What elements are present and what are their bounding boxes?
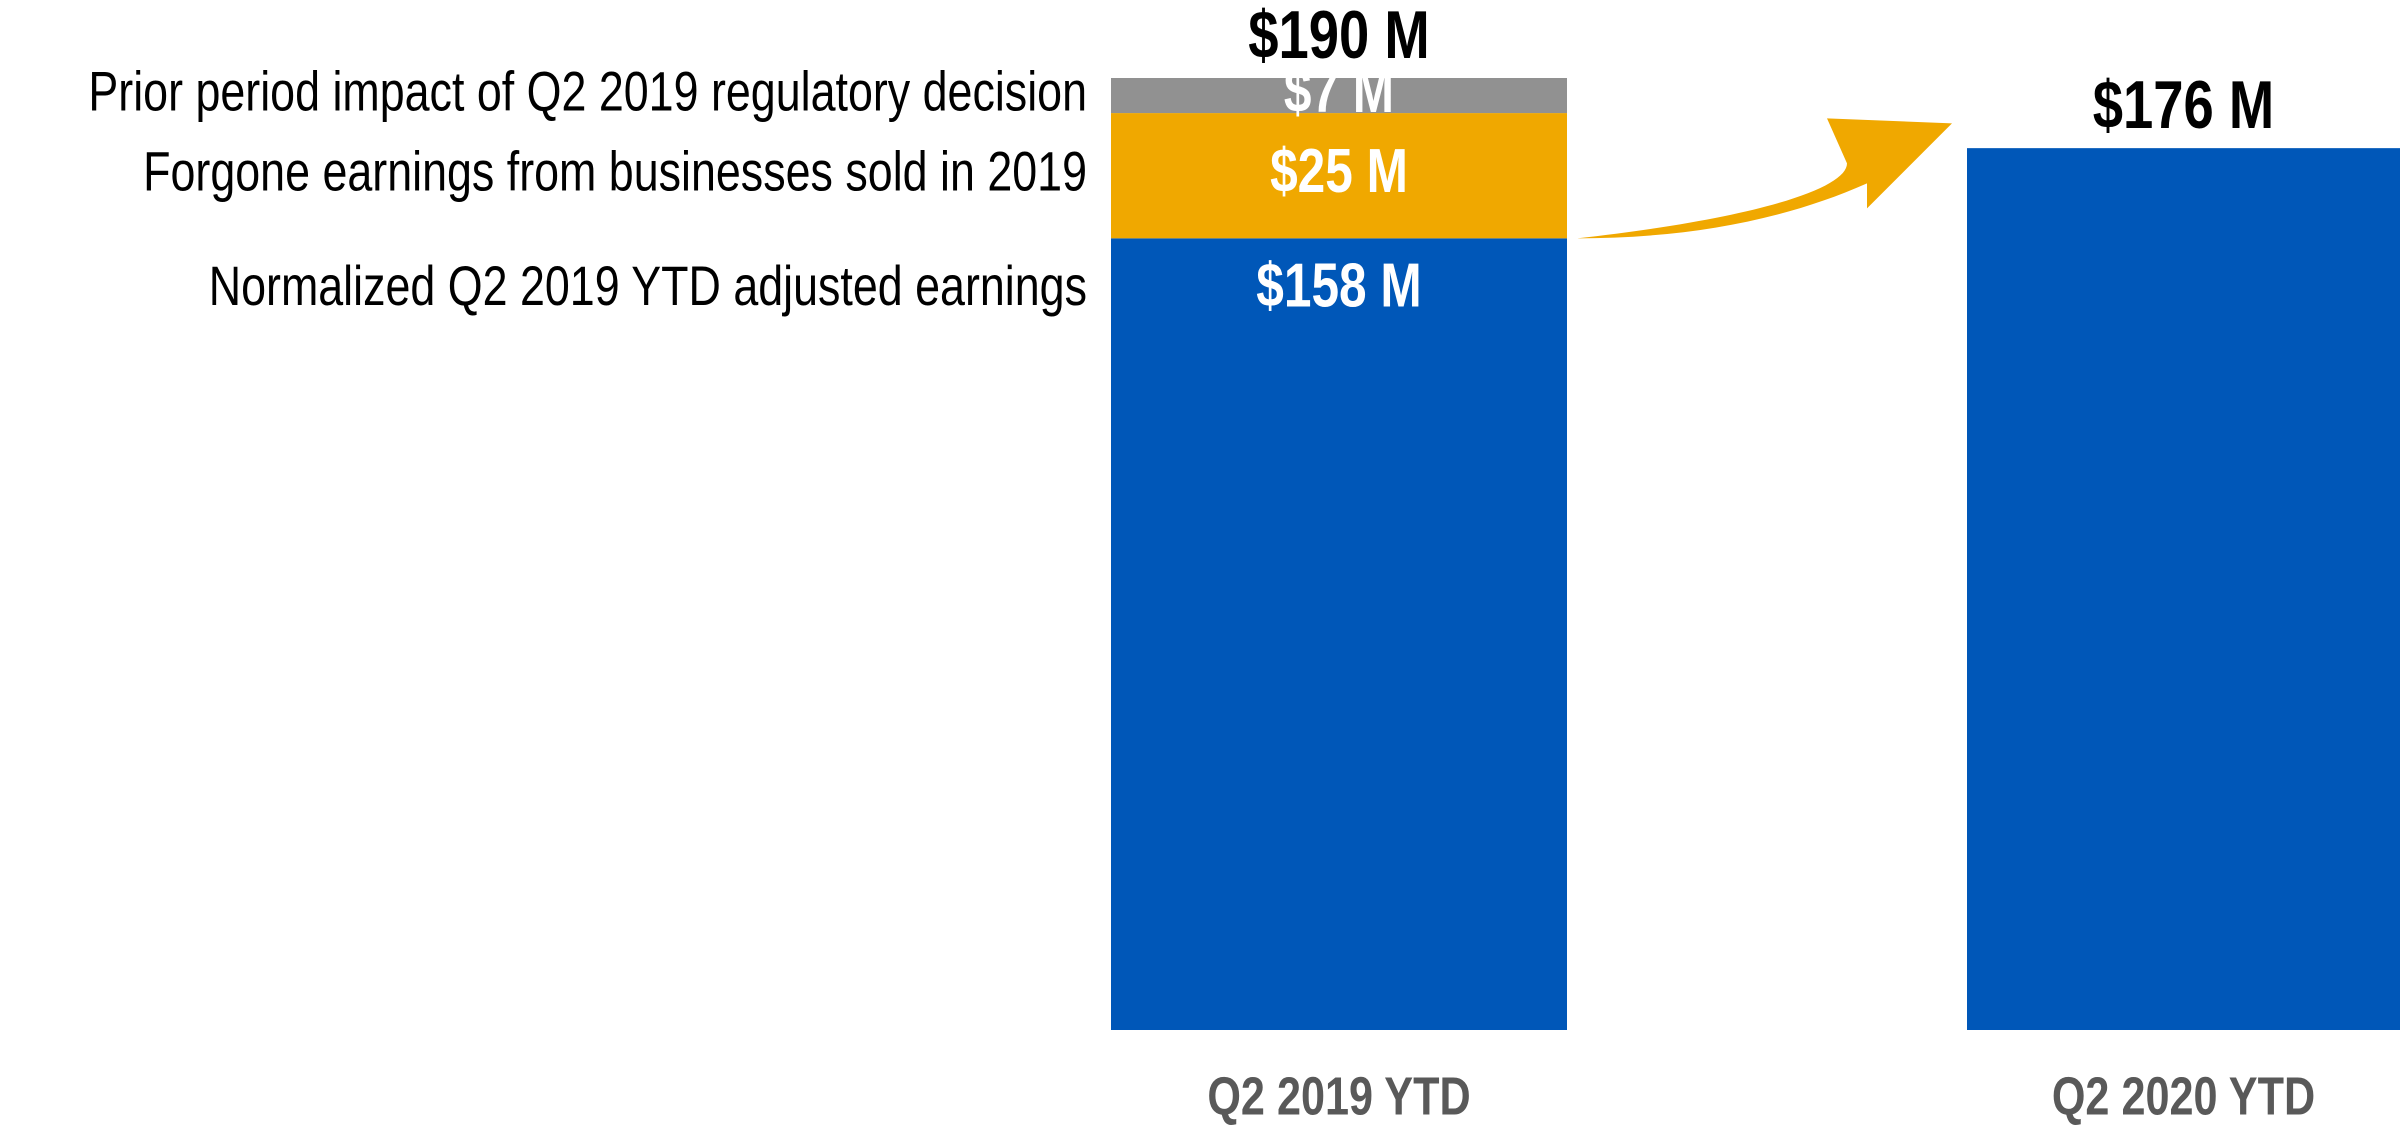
- series-label: Normalized Q2 2019 YTD adjusted earnings: [209, 254, 1087, 317]
- total-label: $176 M: [2093, 67, 2274, 143]
- value-label: $25 M: [1270, 137, 1408, 206]
- bar-segment: [1111, 238, 1567, 1030]
- x-tick-label: Q2 2020 YTD: [2052, 1066, 2315, 1126]
- bar-segment: [1111, 113, 1567, 239]
- arrow: [1577, 118, 1952, 239]
- series-label: Prior period impact of Q2 2019 regulator…: [88, 59, 1087, 122]
- series-label: Forgone earnings from businesses sold in…: [143, 140, 1087, 203]
- value-label: $7 M: [1284, 57, 1394, 126]
- x-tick-label: Q2 2019 YTD: [1207, 1066, 1470, 1126]
- bar-segment: [1967, 148, 2400, 1031]
- value-label: $158 M: [1256, 252, 1421, 321]
- bar-segment: [1111, 78, 1567, 114]
- total-label: $190 M: [1248, 0, 1429, 73]
